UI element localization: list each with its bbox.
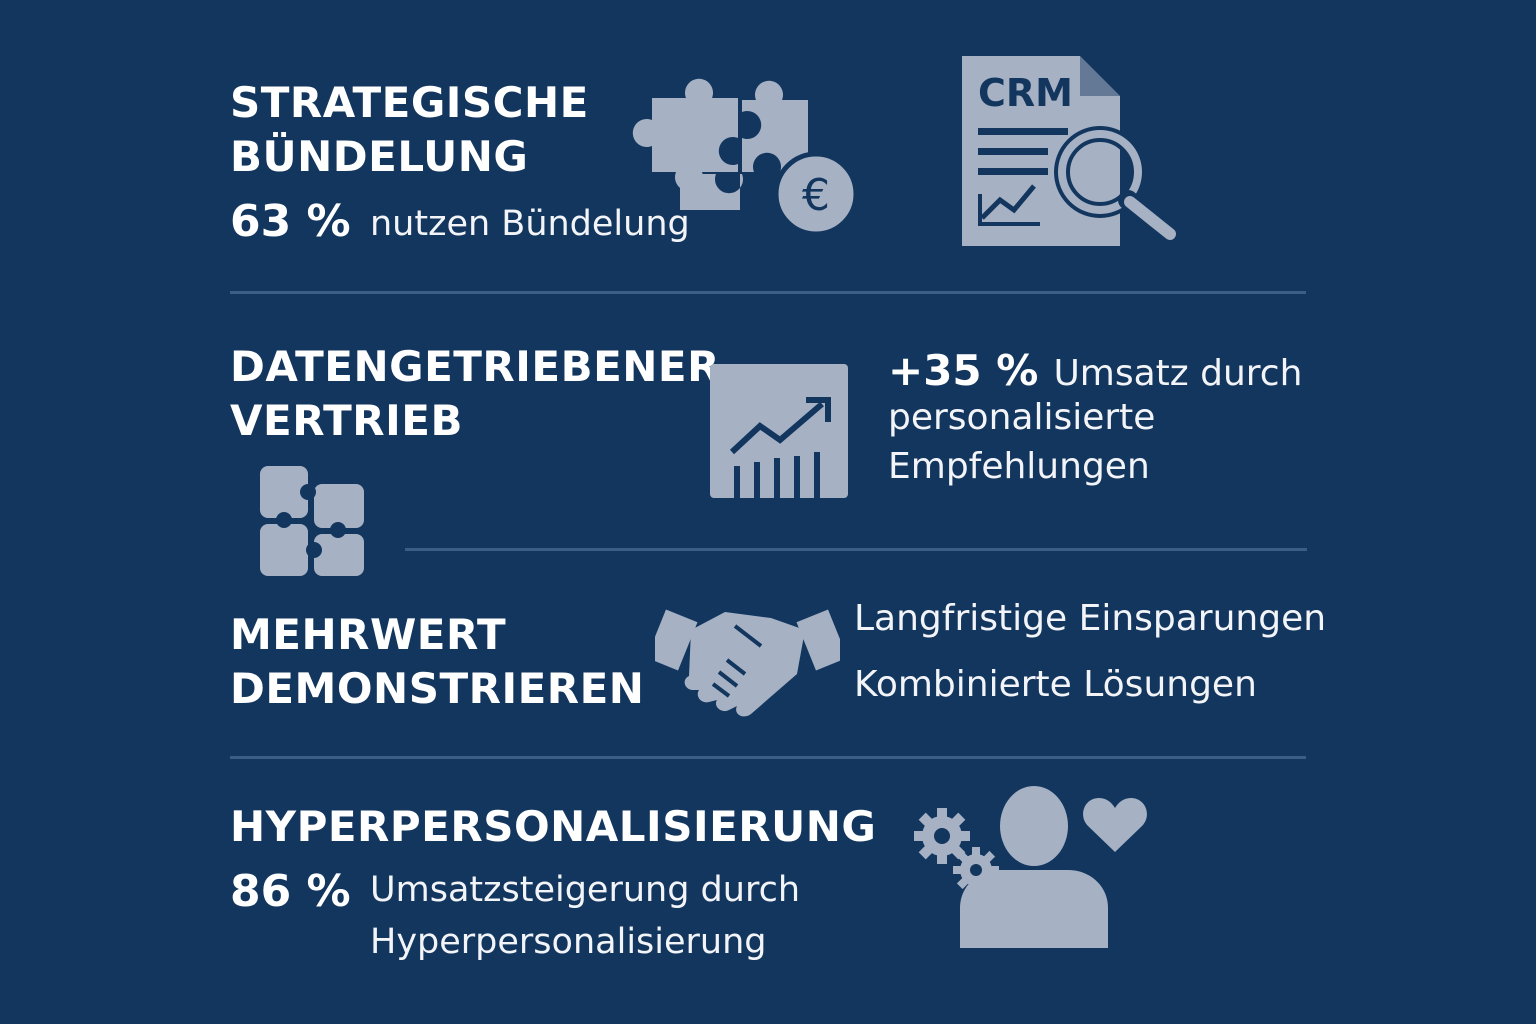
- person-icon: [960, 786, 1108, 948]
- magnifier-icon: [1054, 126, 1182, 246]
- divider-2: [405, 548, 1307, 551]
- section-3-heading-line1: MEHRWERT: [230, 610, 507, 659]
- growth-chart-icon: [710, 364, 848, 498]
- section-3-text-line2: Kombinierte Lösungen: [854, 664, 1257, 705]
- puzzle-grid-icon: [260, 466, 364, 576]
- section-2-text-line3: Empfehlungen: [888, 446, 1150, 487]
- section-1-heading: STRATEGISCHE BÜNDELUNG: [230, 76, 589, 184]
- heart-icon: [1083, 798, 1147, 852]
- puzzle-icon: €: [632, 78, 859, 237]
- crm-document-icon: CRM: [962, 56, 1182, 246]
- section-3-heading-line2: DEMONSTRIEREN: [230, 664, 645, 713]
- divider-1: [230, 291, 1306, 294]
- crm-label: CRM: [978, 71, 1073, 115]
- svg-text:€: €: [802, 170, 830, 221]
- section-2-text-line2: personalisierte: [888, 397, 1156, 438]
- section-1-heading-line1: STRATEGISCHE: [230, 78, 589, 127]
- section-1-text: nutzen Bündelung: [370, 204, 690, 244]
- section-2-heading-line2: VERTRIEB: [230, 396, 463, 445]
- section-1-heading-line2: BÜNDELUNG: [230, 132, 529, 181]
- section-3-heading: MEHRWERT DEMONSTRIEREN: [230, 608, 644, 716]
- section-2-heading-line1: DATENGETRIEBENER: [230, 342, 720, 391]
- section-2-stat: +35 %: [888, 346, 1039, 395]
- section-2-heading: DATENGETRIEBENER VERTRIEB: [230, 340, 720, 448]
- section-4-text-line1: Umsatzsteigerung durch: [370, 870, 800, 910]
- section-2-text-line1: Umsatz durch: [1053, 353, 1303, 394]
- section-4-stat: 86 %: [230, 866, 351, 917]
- euro-coin-icon: €: [773, 151, 859, 237]
- section-3-text-line1: Langfristige Einsparungen: [854, 598, 1327, 639]
- section-4-heading: HYPERPERSONALISIERUNG: [230, 802, 877, 851]
- section-4-text-line2: Hyperpersonalisierung: [370, 922, 767, 962]
- divider-3: [230, 756, 1306, 759]
- handshake-icon: [655, 609, 840, 717]
- section-1-stat: 63 %: [230, 196, 351, 247]
- section-2-stat-block: +35 % Umsatz durch personalisierte Empfe…: [888, 346, 1302, 487]
